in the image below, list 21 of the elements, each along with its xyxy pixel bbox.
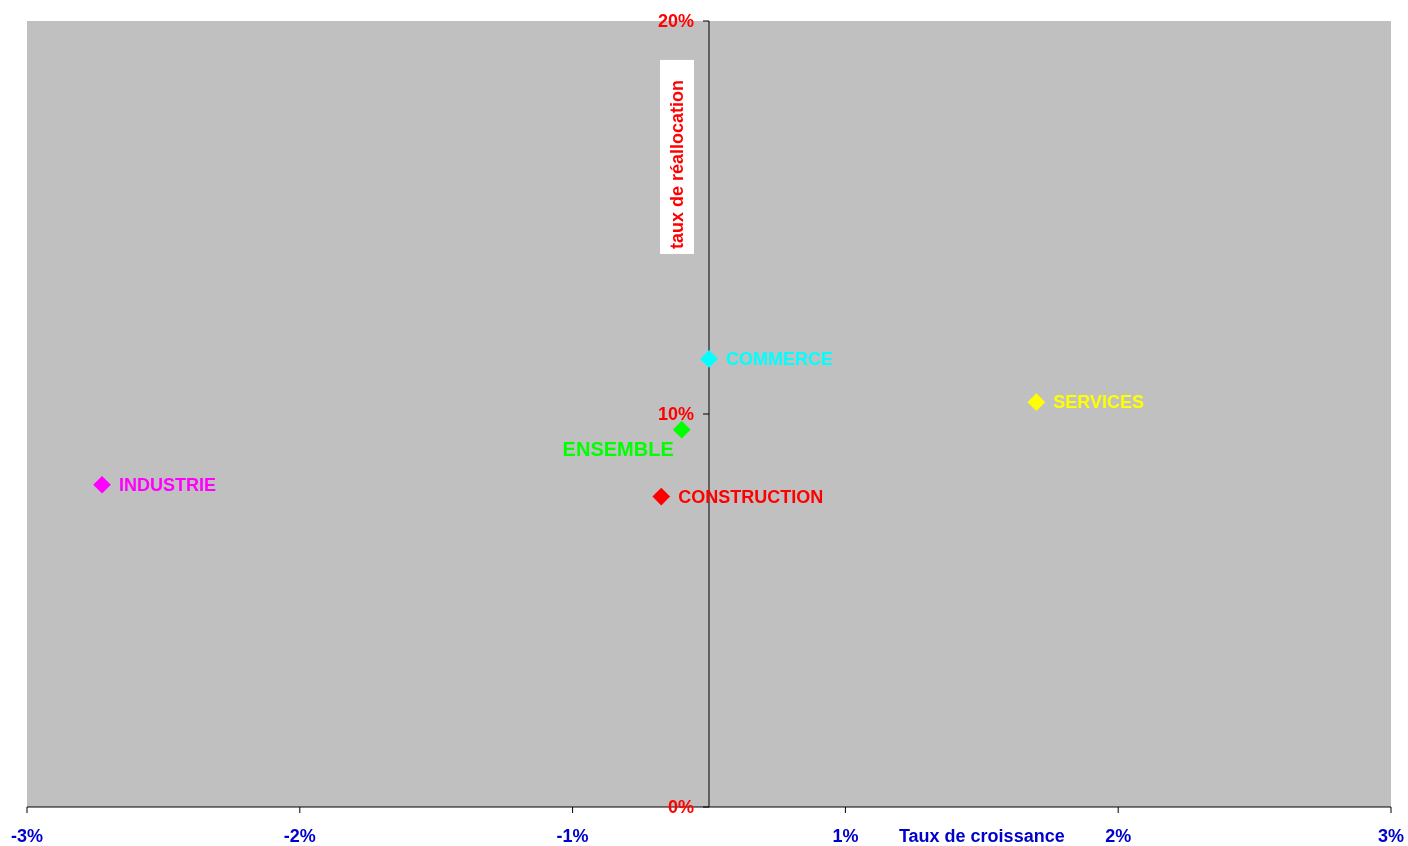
x-tick-label: -1% <box>556 826 589 846</box>
x-tick-label: 1% <box>832 826 859 846</box>
series-label: COMMERCE <box>726 348 833 369</box>
x-axis-title: Taux de croissance <box>898 826 1065 846</box>
point <box>672 420 691 439</box>
point <box>1027 393 1046 412</box>
x-tick-label: -2% <box>283 826 316 846</box>
series-label: CONSTRUCTION <box>678 486 824 507</box>
series-label: INDUSTRIE <box>119 474 217 495</box>
point <box>700 350 718 368</box>
point <box>93 475 111 494</box>
x-tick-label: 3% <box>1377 826 1405 846</box>
y-tick-label: 20% <box>657 11 694 31</box>
y-axis-title: taux de réallocation <box>667 79 687 249</box>
series-label: SERVICES <box>1053 392 1145 413</box>
point <box>652 487 671 506</box>
y-tick-label: 0% <box>667 797 694 817</box>
x-tick-label: 2% <box>1105 826 1132 846</box>
y-tick-label: 10% <box>657 404 694 424</box>
x-tick-label: -3% <box>10 826 44 846</box>
series-label: ENSEMBLE <box>562 437 674 460</box>
